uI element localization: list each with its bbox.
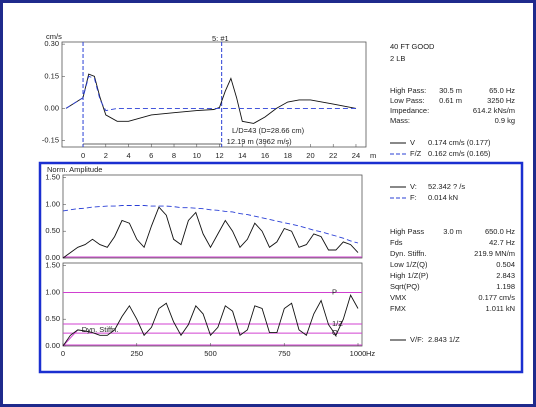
- x-tick-label: 16: [261, 151, 269, 160]
- info-label: Mass:: [390, 116, 410, 125]
- reference-label: 1/Z: [332, 319, 343, 328]
- info-label: Dyn. Stiffn.: [390, 249, 427, 258]
- legend-reading: 0.014 kN: [428, 193, 458, 202]
- x-tick-label: 18: [284, 151, 292, 160]
- x-tick-label: 14: [238, 151, 246, 160]
- x-tick-label: 8: [172, 151, 176, 160]
- info-label: High 1/Z(P): [390, 271, 429, 280]
- x-tick-label: 2: [104, 151, 108, 160]
- annotation: 12.19 m (3962 m/s): [227, 137, 293, 146]
- y-tick-label: 1.00: [45, 199, 60, 208]
- x-tick-label: 10: [193, 151, 201, 160]
- info-label: Low Pass:: [390, 96, 425, 105]
- legend-name: V: [410, 138, 415, 147]
- y-tick-label: 1.50: [45, 261, 60, 270]
- info-value: 30.5 m: [439, 86, 462, 95]
- y-tick-label: -0.15: [42, 136, 59, 145]
- x-tick-label: 20: [306, 151, 314, 160]
- x-axis-label: m: [370, 151, 376, 160]
- info-value: 219.9 MN/m: [474, 249, 515, 258]
- y-tick-label: 0.15: [44, 71, 59, 80]
- info-label: VMX: [390, 293, 406, 302]
- plot-frame: [62, 262, 363, 347]
- chart-title: 5: #1: [212, 34, 229, 43]
- legend-reading: 2.843 1/Z: [428, 335, 460, 344]
- stiffness-label: Dyn. Stiffn.: [82, 325, 119, 334]
- header-line: 2 LB: [390, 54, 405, 63]
- info-value: 0.9 kg: [495, 116, 515, 125]
- series-line: [62, 206, 359, 259]
- info-label: Fds: [390, 238, 403, 247]
- y-tick-label: 0.50: [45, 226, 60, 235]
- x-tick-label: 1000: [350, 349, 367, 358]
- legend-reading: 52.342 ? /s: [428, 182, 465, 191]
- info-value: 3250 Hz: [487, 96, 515, 105]
- legend-name: V:: [410, 182, 417, 191]
- series-line: [62, 293, 359, 347]
- info-label: Impedance:: [390, 106, 429, 115]
- annotation: L/D=43 (D=28.66 cm): [232, 126, 305, 135]
- info-value: 0.504: [496, 260, 515, 269]
- header-line: 40 FT GOOD: [390, 42, 435, 51]
- stiffness-line: [62, 329, 79, 347]
- x-tick-label: 750: [278, 349, 291, 358]
- y-axis-label: cm/s: [46, 32, 62, 41]
- info-label: FMX: [390, 304, 406, 313]
- x-tick-label: 24: [352, 151, 360, 160]
- info-label: Sqrt(PQ): [390, 282, 420, 291]
- x-tick-label: 22: [329, 151, 337, 160]
- x-tick-label: 500: [204, 349, 217, 358]
- info-value: 3.0 m: [443, 227, 462, 236]
- info-value: 614.2 kNs/m: [473, 106, 515, 115]
- reference-label: P: [332, 287, 337, 296]
- y-tick-label: 1.00: [45, 287, 60, 296]
- y-axis-label: Norm. Amplitude: [47, 165, 102, 174]
- info-label: High Pass:: [390, 86, 426, 95]
- y-tick-label: 0.50: [45, 314, 60, 323]
- info-value: 42.7 Hz: [489, 238, 515, 247]
- series-line: [62, 205, 359, 244]
- legend-name: V/F:: [410, 335, 424, 344]
- info-label: High Pass: [390, 227, 424, 236]
- info-value: 65.0 Hz: [489, 86, 515, 95]
- x-tick-label: 4: [126, 151, 130, 160]
- info-value: 2.843: [496, 271, 515, 280]
- legend-name: F:: [410, 193, 417, 202]
- plot-frame: [61, 41, 367, 148]
- legend-reading: 0.162 cm/s (0.165): [428, 149, 491, 158]
- x-tick-label: 0: [61, 349, 65, 358]
- frequency-panel: [38, 161, 524, 374]
- reference-label: Q: [332, 328, 338, 337]
- x-tick-label: 12: [215, 151, 223, 160]
- x-tick-label: 250: [130, 349, 143, 358]
- info-value: 1.198: [496, 282, 515, 291]
- info-value: 0.177 cm/s: [478, 293, 515, 302]
- y-tick-label: 0.00: [45, 253, 60, 262]
- x-axis-label: Hz: [366, 349, 375, 358]
- y-tick-label: 0.00: [44, 103, 59, 112]
- y-tick-label: 0.30: [44, 39, 59, 48]
- info-value: 650.0 Hz: [485, 227, 515, 236]
- info-value: 1.011 kN: [486, 304, 515, 313]
- series-line: [65, 75, 356, 112]
- series-line: [65, 73, 357, 124]
- y-tick-label: 1.50: [45, 173, 60, 182]
- y-tick-label: 0.00: [45, 341, 60, 350]
- plot-frame: [62, 174, 363, 259]
- info-label: Low 1/Z(Q): [390, 260, 428, 269]
- info-value: 0.61 m: [439, 96, 462, 105]
- x-tick-label: 6: [149, 151, 153, 160]
- legend-reading: 0.174 cm/s (0.177): [428, 138, 491, 147]
- x-tick-label: 0: [81, 151, 85, 160]
- legend-name: F/Z: [410, 149, 422, 158]
